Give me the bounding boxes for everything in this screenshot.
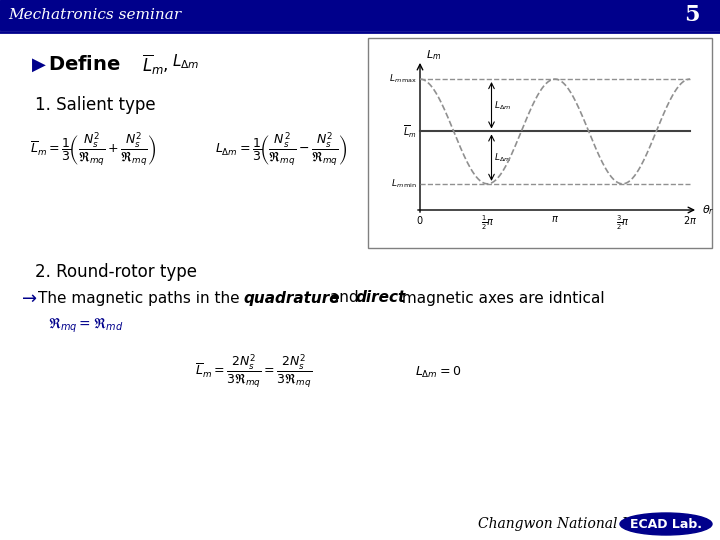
Text: The magnetic paths in the: The magnetic paths in the [38,291,245,306]
Text: quadrature: quadrature [243,291,340,306]
Text: Mechatronics seminar: Mechatronics seminar [8,8,181,22]
Text: $L_{\Delta m} = \dfrac{1}{3}\!\left(\dfrac{N_s^2}{\mathfrak{R}_{mq}} - \dfrac{N_: $L_{\Delta m} = \dfrac{1}{3}\!\left(\dfr… [215,131,347,169]
Text: direct: direct [355,291,405,306]
Text: $\overline{L}_m = \dfrac{1}{3}\!\left(\dfrac{N_s^2}{\mathfrak{R}_{mq}} + \dfrac{: $\overline{L}_m = \dfrac{1}{3}\!\left(\d… [30,131,156,169]
Text: $\mathbf{Define}$: $\mathbf{Define}$ [48,56,121,75]
Text: 2. Round-rotor type: 2. Round-rotor type [35,263,197,281]
Text: $L_{m\,\mathrm{max}}$: $L_{m\,\mathrm{max}}$ [390,73,417,85]
Bar [0,0,720,30]
Text: $\blacktriangleright$: $\blacktriangleright$ [28,56,48,74]
Text: $L_{\Delta m}$: $L_{\Delta m}$ [172,52,199,71]
Text: $\frac{3}{2}\pi$: $\frac{3}{2}\pi$ [616,214,629,232]
Text: $0$: $0$ [416,214,424,226]
Text: $L_{\Delta m} = 0$: $L_{\Delta m} = 0$ [415,364,462,380]
Text: magnetic axes are idntical: magnetic axes are idntical [397,291,605,306]
Text: $\overline{L}_m$: $\overline{L}_m$ [403,123,417,139]
Text: ECAD Lab.: ECAD Lab. [630,517,702,530]
Text: and: and [325,291,364,306]
Text: $\rightarrow$: $\rightarrow$ [18,289,37,307]
Text: $\theta_r$: $\theta_r$ [702,203,714,217]
Text: $L_{m\,\mathrm{min}}$: $L_{m\,\mathrm{min}}$ [392,178,417,190]
Text: $,$: $,$ [162,56,168,74]
Text: $2\pi$: $2\pi$ [683,214,697,226]
Text: $L_{\Delta m}$: $L_{\Delta m}$ [495,151,512,164]
Text: $\pi$: $\pi$ [551,214,559,224]
Text: $\frac{1}{2}\pi$: $\frac{1}{2}\pi$ [481,214,494,232]
Ellipse shape [620,513,712,535]
Text: $L_m$: $L_m$ [426,48,441,62]
Text: Changwon National Univ.: Changwon National Univ. [478,517,657,531]
Text: 5: 5 [685,4,700,26]
Text: $L_{\Delta m}$: $L_{\Delta m}$ [495,99,512,112]
Bar [368,38,712,248]
Text: 1. Salient type: 1. Salient type [35,96,156,114]
Text: $\overline{L}_m = \dfrac{2N_s^2}{3\mathfrak{R}_{mq}} = \dfrac{2N_s^2}{3\mathfrak: $\overline{L}_m = \dfrac{2N_s^2}{3\mathf… [195,353,312,391]
Text: $\overline{L}_m$: $\overline{L}_m$ [142,53,164,77]
Text: $\mathfrak{R}_{mq} = \mathfrak{R}_{md}$: $\mathfrak{R}_{mq} = \mathfrak{R}_{md}$ [48,317,123,335]
